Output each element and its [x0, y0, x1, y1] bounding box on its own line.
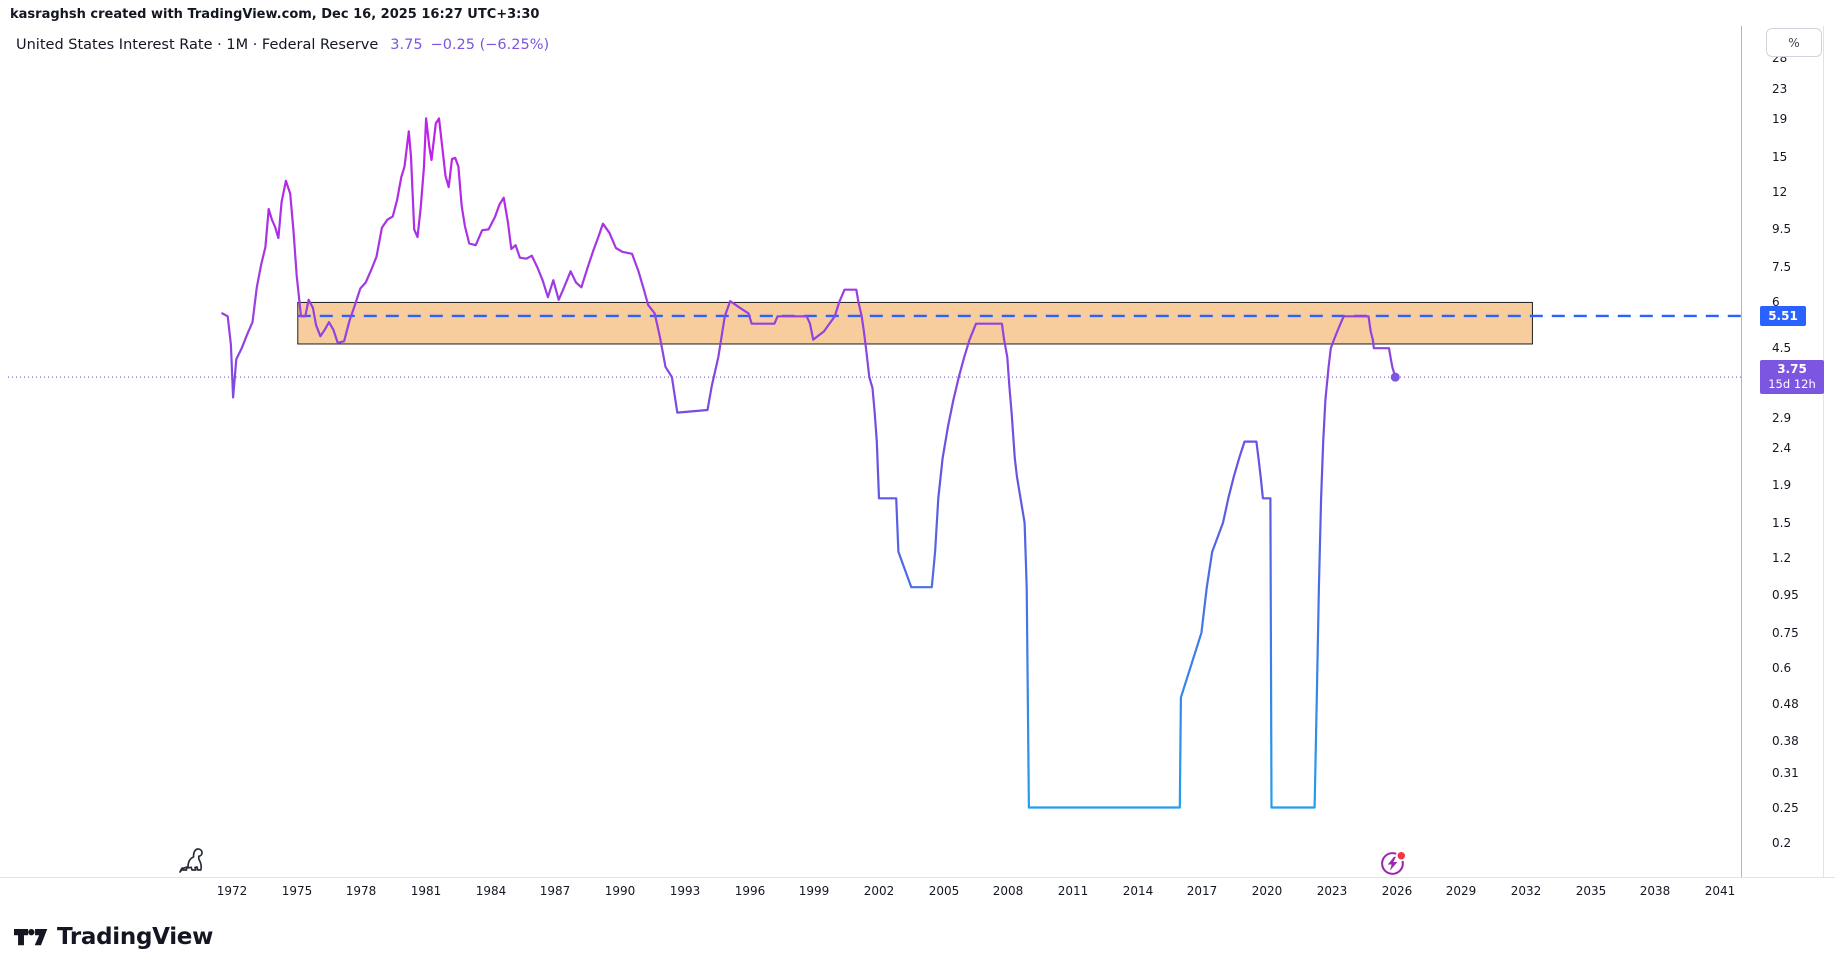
- time-tick-label: 1999: [798, 884, 830, 898]
- time-tick-label: 2029: [1445, 884, 1477, 898]
- horizontal-line-price-label: 5.51: [1760, 306, 1806, 326]
- price-scale-separator: [1741, 26, 1742, 877]
- price-tick-label: 19: [1772, 112, 1788, 126]
- symbol-title: United States Interest Rate · 1M · Feder…: [16, 37, 379, 53]
- price-tick-label: 23: [1772, 82, 1788, 96]
- price-tick-label: 1.5: [1772, 516, 1792, 530]
- last-price-label: 3.75 15d 12h: [1760, 360, 1824, 394]
- price-scale-unit-button[interactable]: %: [1766, 28, 1822, 57]
- time-tick-label: 2032: [1510, 884, 1542, 898]
- time-tick-label: 2005: [928, 884, 960, 898]
- time-tick-label: 2035: [1575, 884, 1607, 898]
- price-tick-label: 4.5: [1772, 341, 1792, 355]
- price-tick-label: 6: [1772, 295, 1780, 309]
- time-tick-label: 2011: [1057, 884, 1089, 898]
- price-tick-label: 0.48: [1772, 697, 1799, 711]
- time-tick-label: 2038: [1639, 884, 1671, 898]
- time-tick-label: 2026: [1381, 884, 1413, 898]
- time-scale-separator: [0, 877, 1835, 878]
- time-tick-label: 2014: [1122, 884, 1154, 898]
- time-tick-label: 2023: [1316, 884, 1348, 898]
- event-alert-dot: [1397, 852, 1405, 860]
- price-tick-label: 0.2: [1772, 836, 1792, 850]
- price-tick-label: 15: [1772, 150, 1788, 164]
- price-tick-label: 7.5: [1772, 260, 1792, 274]
- price-change: −0.25 (−6.25%): [430, 37, 550, 53]
- price-tick-label: 0.75: [1772, 626, 1799, 640]
- price-tick-label: 0.95: [1772, 588, 1799, 602]
- time-tick-label: 1981: [410, 884, 442, 898]
- last-price: 3.75: [390, 37, 423, 53]
- right-edge-separator: [1823, 26, 1824, 877]
- price-tick-label: 0.6: [1772, 661, 1792, 675]
- dinosaur-sticker[interactable]: [176, 845, 207, 882]
- price-tick-label: 0.38: [1772, 734, 1799, 748]
- lightning-bolt-icon: [1387, 856, 1398, 871]
- price-tick-label: 9.5: [1772, 222, 1792, 236]
- tradingview-logo-text: TradingView: [57, 924, 214, 950]
- attribution-text: kasraghsh created with TradingView.com, …: [10, 7, 540, 22]
- symbol-header: United States Interest Rate · 1M · Feder…: [16, 37, 549, 53]
- time-tick-label: 2008: [992, 884, 1024, 898]
- bar-countdown: 15d 12h: [1768, 377, 1816, 392]
- last-point-marker: [1390, 372, 1400, 382]
- time-tick-label: 1984: [475, 884, 507, 898]
- price-tick-label: 1.9: [1772, 478, 1792, 492]
- highlight-rectangle-drawing[interactable]: [297, 301, 1533, 345]
- price-tick-label: 0.31: [1772, 766, 1799, 780]
- economic-event-icon[interactable]: [1379, 849, 1408, 882]
- time-tick-label: 1993: [669, 884, 701, 898]
- time-tick-label: 2017: [1186, 884, 1218, 898]
- time-tick-label: 2002: [863, 884, 895, 898]
- time-tick-label: 1987: [539, 884, 571, 898]
- price-tick-label: 1.2: [1772, 551, 1792, 565]
- interest-rate-series-line[interactable]: [221, 117, 1397, 809]
- price-tick-label: 12: [1772, 185, 1788, 199]
- tradingview-logo-mark: [14, 928, 48, 945]
- price-tick-label: 0.25: [1772, 801, 1799, 815]
- time-tick-label: 2041: [1704, 884, 1736, 898]
- time-tick-label: 1990: [604, 884, 636, 898]
- time-tick-label: 1978: [345, 884, 377, 898]
- time-tick-label: 1996: [734, 884, 766, 898]
- tradingview-logo: TradingView: [14, 924, 213, 950]
- price-tick-label: 2.9: [1772, 411, 1792, 425]
- price-tick-label: 2.4: [1772, 441, 1792, 455]
- time-tick-label: 1975: [281, 884, 313, 898]
- time-tick-label: 2020: [1251, 884, 1283, 898]
- time-tick-label: 1972: [216, 884, 248, 898]
